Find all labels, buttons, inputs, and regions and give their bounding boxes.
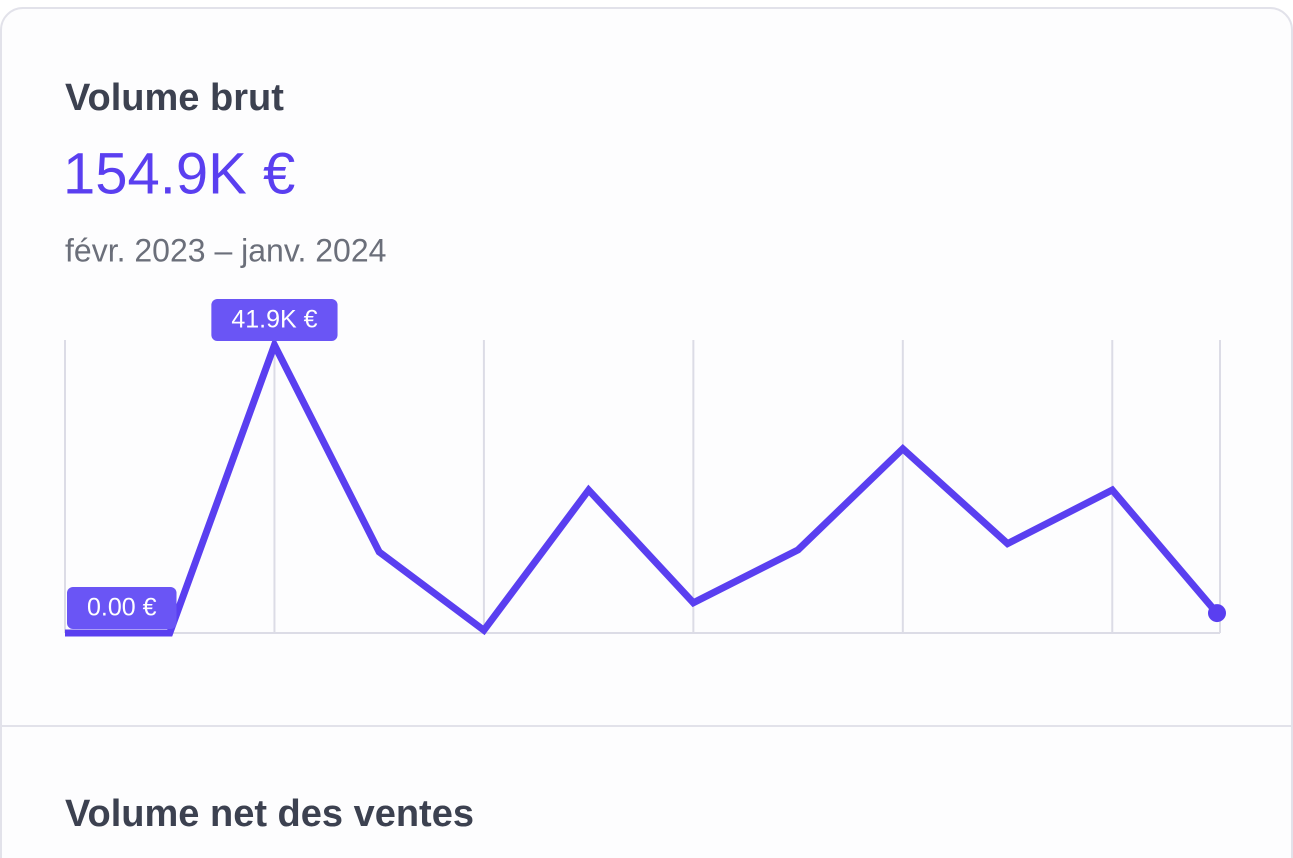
line bbox=[65, 336, 1220, 637]
total-value: 154.9K € bbox=[63, 141, 295, 206]
value-label: 41.9K € bbox=[211, 299, 338, 341]
section-title: Volume net des ventes bbox=[65, 793, 474, 835]
end-dot bbox=[1208, 604, 1226, 623]
period: févr. 2023 – janv. 2024 bbox=[65, 232, 386, 268]
value-label: 0.00 € bbox=[67, 587, 177, 629]
value-label-text: 41.9K € bbox=[231, 306, 317, 334]
card-frame bbox=[0, 7, 1293, 858]
card-title: Volume brut bbox=[65, 77, 284, 119]
value-label-bg bbox=[67, 587, 177, 629]
value-label-bg bbox=[211, 299, 338, 341]
chart: 0.00 € 41.9K € bbox=[64, 299, 1226, 637]
value-label-text: 0.00 € bbox=[87, 594, 157, 622]
